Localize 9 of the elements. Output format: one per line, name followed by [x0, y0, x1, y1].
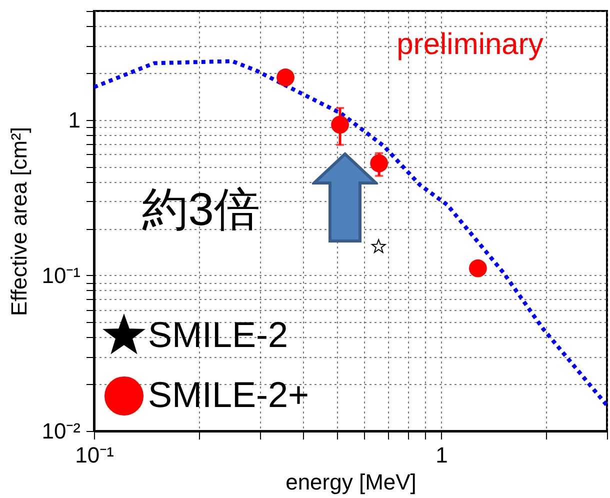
y-axis-title: Effective area [cm²] — [6, 126, 32, 316]
y-tick-label: 10⁻² — [42, 418, 80, 444]
legend-label: SMILE-2 — [148, 314, 288, 355]
y-tick-label: 1 — [68, 107, 80, 132]
annotation: 約3倍 — [142, 183, 260, 235]
y-tick-label: 10⁻¹ — [42, 262, 80, 288]
x-axis-title: energy [MeV] — [286, 470, 416, 494]
annotation: preliminary — [396, 28, 544, 61]
legend-label: SMILE-2+ — [148, 374, 310, 415]
